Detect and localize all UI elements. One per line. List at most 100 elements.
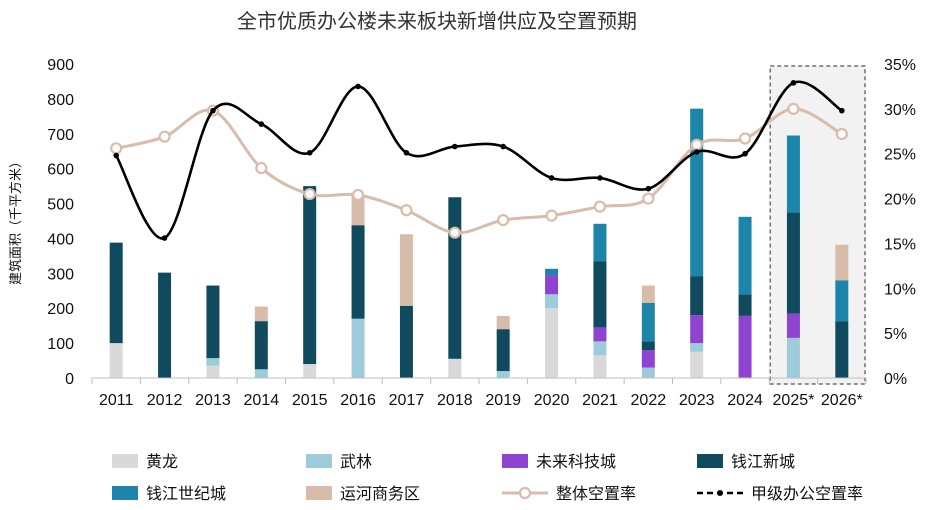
bar-segment xyxy=(835,321,849,378)
bar-segment xyxy=(206,358,220,366)
grade-a-vacancy-point xyxy=(452,143,458,150)
y-tick-label: 400 xyxy=(47,231,74,248)
y2-tick-label: 30% xyxy=(884,102,916,119)
legend-label: 甲级办公空置率 xyxy=(751,485,863,503)
forecast-region xyxy=(769,65,866,385)
bar-segment xyxy=(593,327,607,342)
bar-segment xyxy=(496,315,510,330)
y-axis-label: 建筑面积（千平方米） xyxy=(8,155,23,285)
bar-segment xyxy=(496,329,510,372)
legend-marker xyxy=(518,486,532,500)
grade-a-vacancy-point xyxy=(355,83,361,90)
bar-segment xyxy=(448,358,462,378)
bar-segment xyxy=(641,302,655,342)
x-tick-label: 2024 xyxy=(727,392,763,409)
y2-tick-label: 20% xyxy=(884,192,916,209)
y2-tick-label: 0% xyxy=(884,371,907,388)
y-tick-label: 200 xyxy=(47,301,74,318)
legend-swatch xyxy=(306,486,332,500)
x-tick-label: 2025* xyxy=(773,392,815,409)
x-tick-label: 2011 xyxy=(99,392,134,409)
legend-swatch xyxy=(697,454,723,468)
y-tick-label: 500 xyxy=(47,197,74,214)
bar-segment xyxy=(109,343,123,378)
bar-segment xyxy=(303,186,317,365)
legend-label: 武林 xyxy=(340,453,372,471)
grade-a-vacancy-point xyxy=(403,150,410,156)
x-tick-label: 2015 xyxy=(292,392,328,409)
bar-segment xyxy=(254,369,268,378)
bar-segment xyxy=(254,306,268,322)
y-tick-label: 700 xyxy=(47,127,74,144)
overall-vacancy-point xyxy=(110,142,123,155)
y-tick-label: 600 xyxy=(47,162,74,179)
bar-segment xyxy=(158,272,172,378)
x-tick-label: 2020 xyxy=(534,392,570,409)
y2-tick-label: 5% xyxy=(884,326,907,343)
bar-segment xyxy=(448,197,462,359)
grade-a-vacancy-point xyxy=(597,175,603,181)
bar-segment xyxy=(786,337,800,378)
y2-tick-label: 15% xyxy=(884,236,916,253)
overall-vacancy-point xyxy=(255,161,268,175)
bar-segment xyxy=(351,195,365,226)
grade-a-vacancy-point xyxy=(548,175,555,181)
bar-segment xyxy=(206,365,220,378)
overall-vacancy-line xyxy=(115,107,843,235)
grade-a-vacancy-point xyxy=(693,149,700,155)
bar-segment xyxy=(593,355,607,378)
grade-a-vacancy-point xyxy=(161,235,168,241)
y2-tick-label: 35% xyxy=(884,57,916,74)
bar-segment xyxy=(835,244,849,281)
grade-a-vacancy-point xyxy=(306,150,313,156)
overall-vacancy-point xyxy=(738,132,752,145)
bar-segment xyxy=(690,351,704,378)
x-tick-label: 2023 xyxy=(679,392,715,409)
bar-segment xyxy=(641,367,655,378)
x-tick-label: 2026* xyxy=(821,392,863,409)
bar-segment xyxy=(690,108,704,277)
overall-vacancy-point xyxy=(303,187,316,201)
y2-tick-label: 10% xyxy=(884,281,916,298)
grade-a-vacancy-point xyxy=(500,143,506,150)
overall-vacancy-point xyxy=(835,127,848,141)
legend-swatch xyxy=(112,454,138,468)
overall-vacancy-point xyxy=(351,188,365,202)
legend-label: 钱江世纪城 xyxy=(146,485,226,503)
bar-segment xyxy=(786,135,800,213)
legend-label: 运河商务区 xyxy=(340,485,420,503)
bar-segment xyxy=(593,261,607,328)
bar-segment xyxy=(786,313,800,338)
bar-segment xyxy=(399,234,413,306)
bar-segment xyxy=(351,318,365,378)
x-tick-label: 2013 xyxy=(195,392,231,409)
overall-vacancy-point xyxy=(497,214,510,227)
legend-swatch xyxy=(112,486,138,500)
y-tick-label: 100 xyxy=(47,336,74,353)
bar-segment xyxy=(786,212,800,314)
overall-vacancy-point xyxy=(158,130,171,143)
bar-segment xyxy=(545,275,559,295)
bar-segment xyxy=(738,315,752,378)
x-tick-label: 2018 xyxy=(437,392,473,409)
x-tick-label: 2012 xyxy=(147,392,183,409)
overall-vacancy-point xyxy=(448,226,461,239)
y2-tick-label: 25% xyxy=(884,147,916,164)
bar-segment xyxy=(690,276,704,316)
grade-a-vacancy-point xyxy=(790,80,797,86)
grade-a-vacancy-line xyxy=(115,80,843,240)
bar-segment xyxy=(738,216,752,295)
overall-vacancy-point xyxy=(787,102,800,115)
y-tick-label: 0 xyxy=(65,371,74,388)
bar-segment xyxy=(593,341,607,356)
overall-vacancy-point xyxy=(690,138,703,151)
x-tick-label: 2022 xyxy=(631,392,667,409)
bar-segment xyxy=(641,350,655,368)
bar-segment xyxy=(690,315,704,344)
legend-label: 未来科技城 xyxy=(536,453,616,471)
legend-swatch xyxy=(306,454,332,468)
bar-segment xyxy=(545,308,559,378)
bar-segment xyxy=(206,285,220,359)
